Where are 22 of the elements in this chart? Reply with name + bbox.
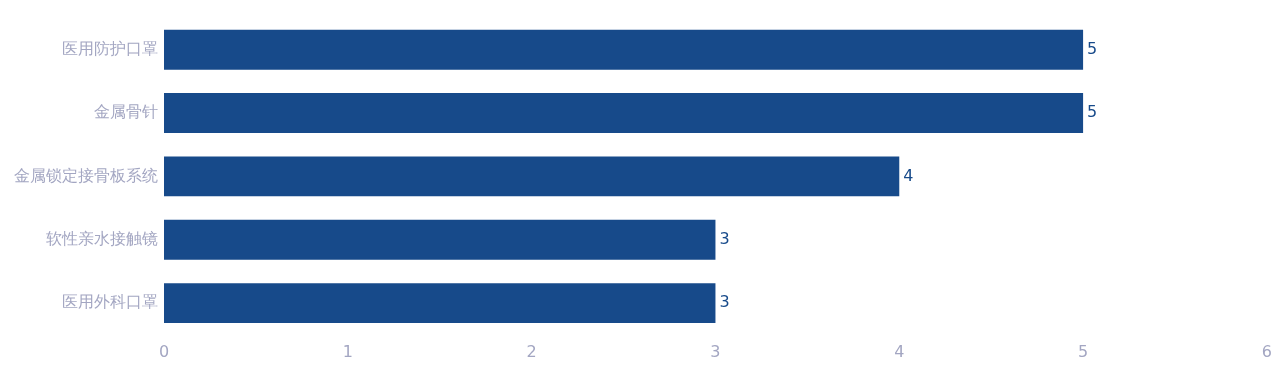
y-tick-label: 金属锁定接骨板系统 xyxy=(14,165,158,185)
x-tick-label: 6 xyxy=(1261,341,1272,361)
bar xyxy=(164,29,1084,70)
data-label: 4 xyxy=(903,165,914,185)
bar xyxy=(164,219,716,260)
x-tick-label: 0 xyxy=(158,341,170,361)
data-label: 3 xyxy=(719,228,730,248)
data-label: 5 xyxy=(1087,38,1098,58)
x-tick-label: 1 xyxy=(342,341,353,361)
y-tick-label: 医用防护口罩 xyxy=(62,38,158,58)
x-tick-label: 4 xyxy=(894,341,905,361)
bar xyxy=(164,283,716,324)
data-label: 3 xyxy=(719,292,730,312)
x-tick-label: 2 xyxy=(526,341,537,361)
bar xyxy=(164,93,1084,133)
bar xyxy=(164,156,900,197)
y-tick-label: 医用外科口罩 xyxy=(62,292,158,312)
x-tick-label: 5 xyxy=(1078,341,1089,361)
data-label: 5 xyxy=(1087,102,1098,122)
y-tick-label: 金属骨针 xyxy=(94,102,158,122)
x-tick-label: 3 xyxy=(710,341,721,361)
y-tick-label: 软性亲水接触镜 xyxy=(46,228,158,248)
